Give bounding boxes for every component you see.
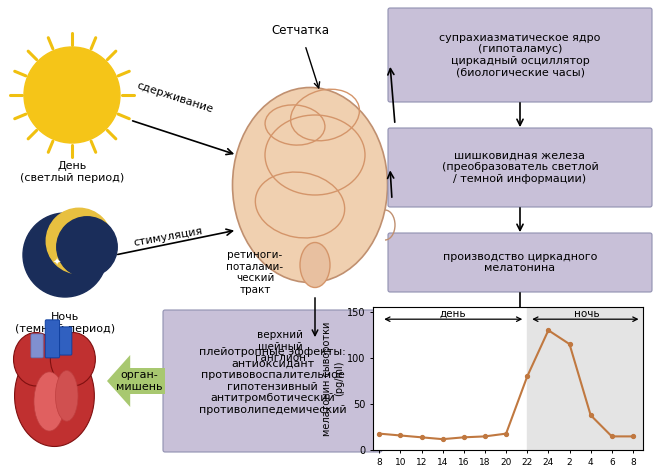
Text: ретиноги-
поталами-
ческий
тракт: ретиноги- поталами- ческий тракт xyxy=(226,250,284,295)
Bar xyxy=(527,307,644,450)
Polygon shape xyxy=(107,355,165,407)
Ellipse shape xyxy=(15,345,94,446)
Text: Ночь
(темный период): Ночь (темный период) xyxy=(15,312,115,333)
Ellipse shape xyxy=(300,242,330,287)
Ellipse shape xyxy=(50,333,96,386)
Circle shape xyxy=(46,208,112,274)
Text: верхний
шейный
ганглион: верхний шейный ганглион xyxy=(255,330,306,363)
Ellipse shape xyxy=(13,333,59,386)
Text: День
(светлый период): День (светлый период) xyxy=(20,161,124,182)
Text: орган-
мишень: орган- мишень xyxy=(116,370,163,392)
FancyBboxPatch shape xyxy=(388,8,652,102)
FancyBboxPatch shape xyxy=(46,320,59,358)
Text: шишковидная железа
(преобразователь светлой
/ темной информации): шишковидная железа (преобразователь свет… xyxy=(442,151,599,184)
Text: Сетчатка: Сетчатка xyxy=(271,23,329,37)
FancyBboxPatch shape xyxy=(31,334,43,358)
FancyBboxPatch shape xyxy=(388,128,652,207)
FancyBboxPatch shape xyxy=(163,310,382,452)
Text: ночь: ночь xyxy=(574,309,599,318)
Polygon shape xyxy=(380,355,445,407)
Ellipse shape xyxy=(34,372,65,431)
Text: ✦: ✦ xyxy=(53,258,61,268)
Text: стимуляция: стимуляция xyxy=(133,226,203,248)
Ellipse shape xyxy=(55,371,78,421)
Text: мелатонин: мелатонин xyxy=(384,376,449,386)
FancyBboxPatch shape xyxy=(59,327,72,355)
FancyBboxPatch shape xyxy=(388,233,652,292)
Text: супрахиазматическое ядро
(гипоталамус)
циркадный осциллятор
(биологические часы): супрахиазматическое ядро (гипоталамус) ц… xyxy=(440,33,601,77)
Text: производство циркадного
мелатонина: производство циркадного мелатонина xyxy=(443,252,597,273)
Circle shape xyxy=(23,213,107,297)
Text: день: день xyxy=(440,309,467,318)
Circle shape xyxy=(24,47,120,143)
Text: плейотропные эффекты:
антиоксидант
противовоспалительное
гипотензивный
антитромб: плейотропные эффекты: антиоксидант проти… xyxy=(199,347,346,415)
Text: сдерживание: сдерживание xyxy=(135,81,214,115)
Circle shape xyxy=(57,217,117,277)
Y-axis label: мелатонин сыворотки
(рg/ml): мелатонин сыворотки (рg/ml) xyxy=(322,322,344,436)
Ellipse shape xyxy=(232,88,387,282)
